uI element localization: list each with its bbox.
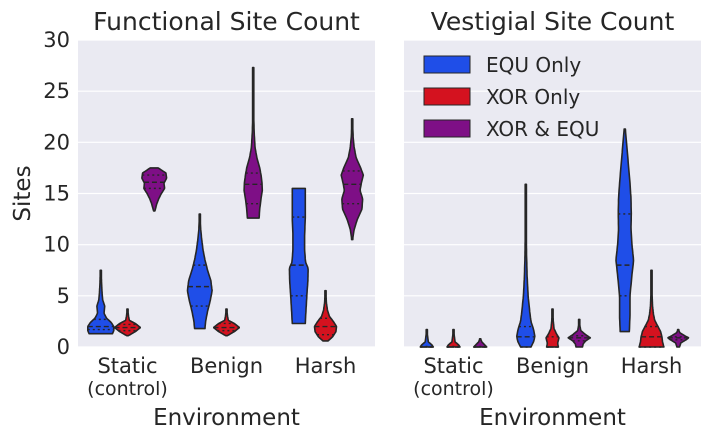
y-tick-label-30: 30: [43, 28, 70, 52]
violin-body: [87, 269, 115, 335]
violin-xor-only-benign: [213, 308, 240, 337]
legend-label-xor-and-equ: XOR & EQU: [486, 117, 599, 141]
x-tick-label-harsh: Harsh: [295, 354, 357, 378]
y-tick-label-10: 10: [43, 233, 70, 257]
legend-label-equ-only: EQU Only: [486, 53, 581, 77]
x-tick-label-static-control-line2: (control): [87, 378, 168, 400]
panel-vestigial: Static(control) Benign Harsh Vestigial Sit…: [404, 7, 701, 431]
violin-body: [638, 269, 665, 348]
violin-body: [141, 167, 168, 212]
violin-body: [340, 118, 365, 241]
violin-xor-and-equ-benign: [567, 318, 592, 348]
x-tick-label-harsh: Harsh: [621, 354, 683, 378]
legend-label-xor-only: XOR Only: [486, 85, 580, 109]
x-axis-label-functional: Environment: [153, 405, 300, 431]
x-tick-labels-vestigial: Static(control) Benign Harsh: [413, 354, 682, 400]
y-axis-label: Sites: [10, 165, 36, 221]
violin-xor-only-benign: [545, 308, 560, 348]
violin-equ-only-benign: [515, 183, 536, 348]
x-axis-label-vestigial: Environment: [479, 405, 626, 431]
violin-equ-only-harsh: [615, 128, 635, 333]
violin-body: [419, 328, 435, 348]
y-tick-label-25: 25: [43, 79, 70, 103]
violin-equ-only-benign: [186, 213, 213, 330]
violin-equ-only-harsh: [288, 187, 309, 325]
violin-body: [446, 328, 461, 348]
y-tick-label-15: 15: [43, 182, 70, 206]
legend-swatch-equ-only: [423, 55, 471, 74]
violin-xor-and-equ-harsh: [340, 118, 365, 241]
violins-functional: [87, 66, 365, 342]
violin-xor-only-harsh: [638, 269, 665, 348]
violin-xor-and-equ-static-control: [141, 167, 168, 212]
violin-xor-only-harsh: [313, 289, 338, 342]
violin-xor-and-equ-static-control: [472, 337, 488, 348]
x-tick-label-benign: Benign: [516, 354, 589, 378]
y-tick-label-20: 20: [43, 130, 70, 154]
violin-xor-and-equ-harsh: [667, 328, 690, 348]
violin-body: [243, 66, 264, 219]
violin-body: [288, 187, 309, 325]
violin-xor-and-equ-benign: [243, 66, 264, 219]
violin-xor-only-static-control: [114, 308, 141, 337]
x-tick-labels-functional: Static(control) Benign Harsh: [87, 354, 356, 400]
y-tick-label-0: 0: [57, 335, 70, 359]
x-tick-label-static-control: Static: [97, 354, 157, 378]
violin-body: [545, 308, 560, 348]
violins-vestigial: [419, 128, 690, 348]
x-tick-label-static-control-line2: (control): [413, 378, 494, 400]
violin-equ-only-static-control: [87, 269, 115, 335]
violin-equ-only-static-control: [419, 328, 435, 348]
violin-xor-only-static-control: [446, 328, 461, 348]
legend: EQU Only XOR Only XOR & EQU: [423, 53, 599, 141]
chart-title-vestigial: Vestigial Site Count: [431, 7, 675, 36]
violin-body: [313, 289, 338, 342]
violin-body: [515, 183, 536, 348]
violin-body: [615, 128, 635, 333]
violin-body: [186, 213, 213, 330]
x-tick-label-static-control: Static: [423, 354, 483, 378]
legend-swatch-xor-only: [423, 87, 471, 106]
violin-body: [472, 337, 488, 348]
y-tick-label-5: 5: [57, 284, 70, 308]
chart-title-functional: Functional Site Count: [93, 7, 360, 36]
x-tick-label-benign: Benign: [190, 354, 263, 378]
y-tick-labels-functional: 0 5 10 15 20 25 30: [43, 28, 70, 359]
gridlines-functional: [78, 39, 375, 348]
legend-swatch-xor-and-equ: [423, 119, 471, 138]
